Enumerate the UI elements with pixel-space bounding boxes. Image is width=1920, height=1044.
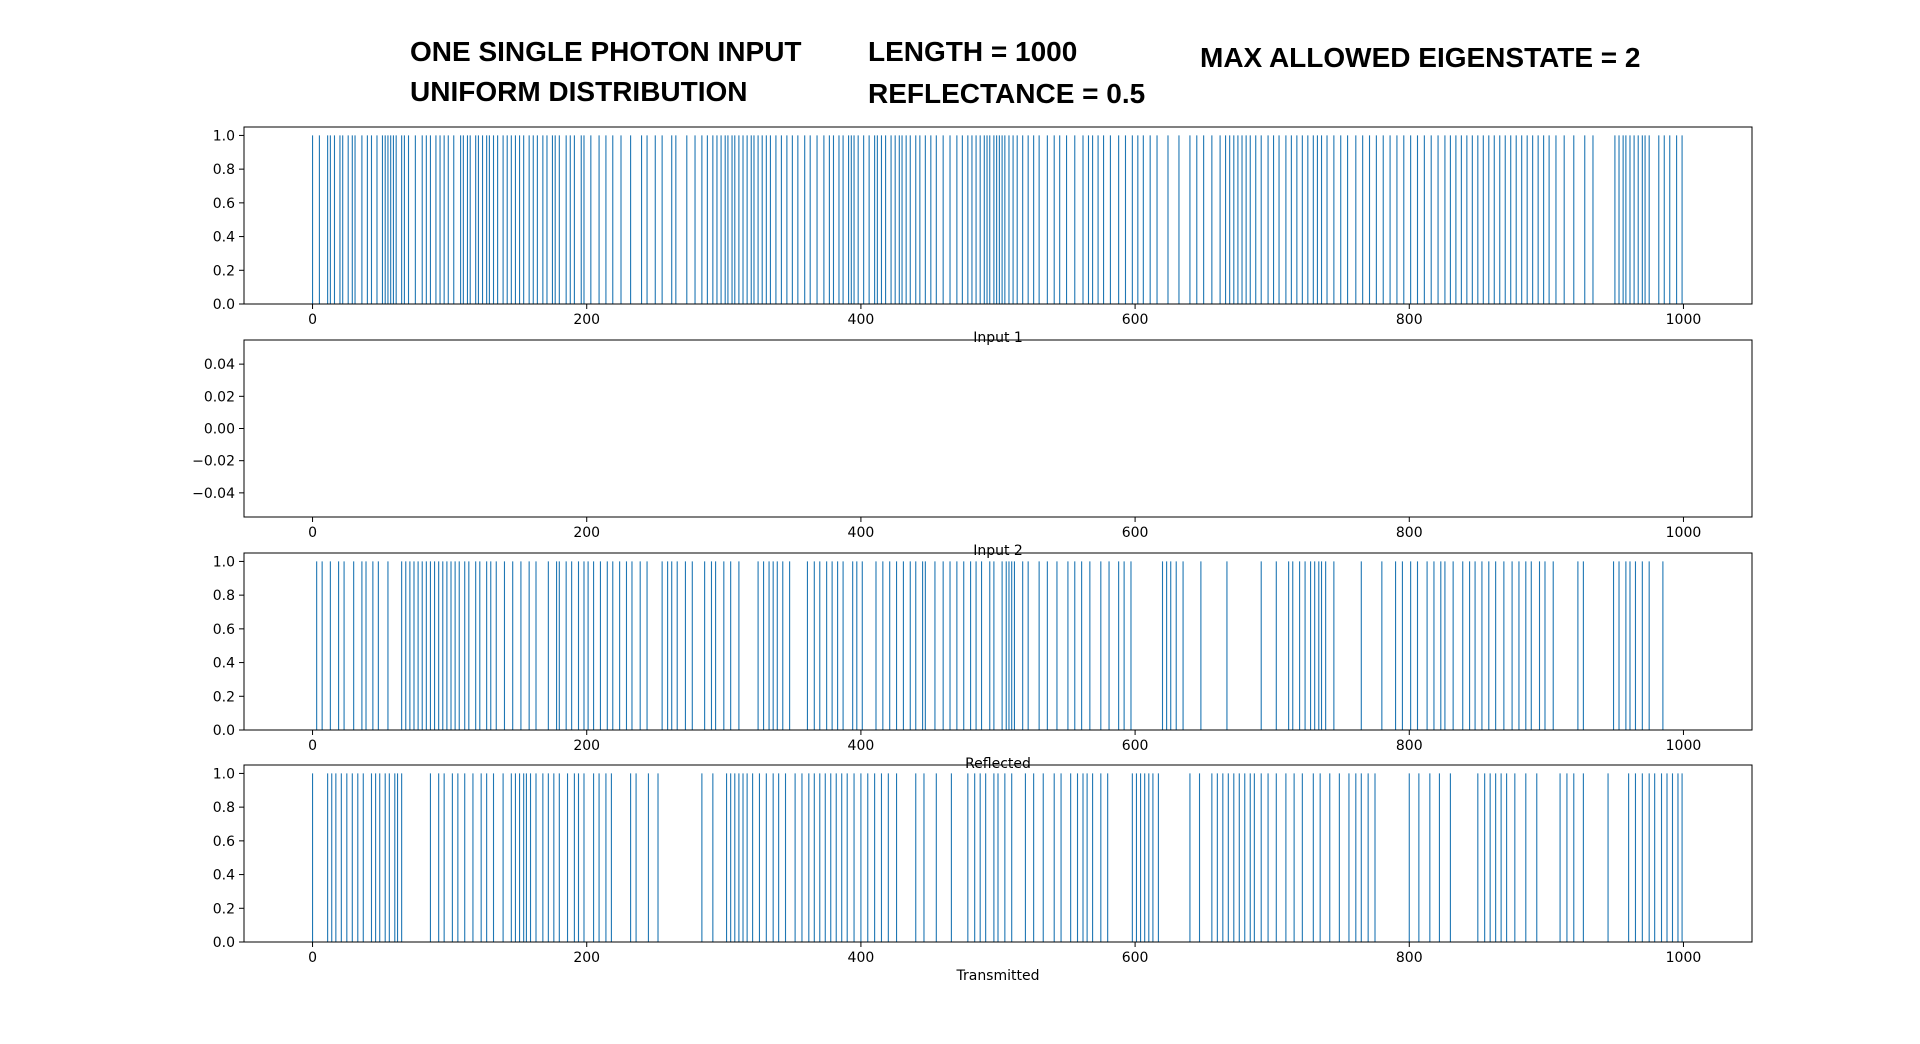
x-tick-label: 0: [308, 950, 317, 966]
x-tick-label: 800: [1396, 950, 1423, 966]
y-tick-label: 0.8: [213, 800, 235, 816]
subplot-4: 0 200 400 600 800 1000 0.0 0.2 0.4 0.6 0.8 1.0 Trans…: [213, 764, 1753, 984]
y-tick-label: 0.8: [213, 162, 235, 178]
y-tick-label: 0.00: [204, 422, 235, 438]
y-tick-label: 1.0: [213, 766, 235, 782]
y-tick-label: 0.6: [213, 834, 235, 850]
plot-frame: [243, 552, 1753, 731]
plot-frame: [243, 339, 1753, 518]
y-tick-label: 0.0: [213, 723, 235, 739]
y-tick-label: 0.0: [213, 297, 235, 313]
plot-frame: [243, 126, 1753, 305]
x-axis-label: Input 1: [973, 330, 1023, 346]
x-tick-label: 400: [848, 738, 875, 754]
y-tick-label: 0.6: [213, 196, 235, 212]
title-line-1: ONE SINGLE PHOTON INPUT: [410, 36, 802, 67]
x-tick-label: 400: [848, 312, 875, 328]
x-tick-label: 600: [1122, 525, 1149, 541]
title-line-5: MAX ALLOWED EIGENSTATE = 2: [1200, 42, 1641, 73]
y-tick-label: 0.4: [213, 656, 235, 672]
y-tick-label: 1.0: [213, 128, 235, 144]
x-tick-label: 800: [1396, 525, 1423, 541]
x-axis-label: Input 2: [973, 543, 1023, 559]
x-tick-label: 1000: [1666, 525, 1702, 541]
y-tick-label: 0.02: [204, 389, 235, 405]
x-axis-label: Reflected: [965, 756, 1031, 772]
y-tick-label: 0.6: [213, 622, 235, 638]
y-tick-label: −0.04: [192, 486, 235, 502]
y-tick-label: 1.0: [213, 554, 235, 570]
x-tick-label: 400: [848, 950, 875, 966]
x-tick-label: 1000: [1666, 950, 1702, 966]
title-line-4: REFLECTANCE = 0.5: [868, 78, 1146, 109]
x-tick-label: 1000: [1666, 738, 1702, 754]
x-axis-label: Transmitted: [955, 968, 1039, 984]
plot-frame: [243, 764, 1753, 943]
y-tick-label: 0.0: [213, 935, 235, 951]
x-tick-label: 600: [1122, 312, 1149, 328]
y-tick-label: −0.02: [192, 454, 235, 470]
title-line-2: UNIFORM DISTRIBUTION: [410, 76, 748, 107]
x-tick-label: 800: [1396, 738, 1423, 754]
x-tick-label: 200: [573, 950, 600, 966]
x-tick-label: 600: [1122, 738, 1149, 754]
y-tick-label: 0.8: [213, 588, 235, 604]
x-tick-label: 200: [573, 738, 600, 754]
x-tick-label: 200: [573, 312, 600, 328]
y-tick-label: 0.2: [213, 901, 235, 917]
x-tick-label: 0: [308, 738, 317, 754]
subplot-3: 0 200 400 600 800 1000 0.0 0.2 0.4 0.6 0.8 1.0 Refle…: [213, 552, 1753, 772]
x-tick-label: 400: [848, 525, 875, 541]
y-tick-label: 0.04: [204, 357, 235, 373]
x-tick-label: 600: [1122, 950, 1149, 966]
x-tick-label: 200: [573, 525, 600, 541]
x-tick-label: 0: [308, 312, 317, 328]
subplot-2: 0 200 400 600 800 1000 −0.04 −0.02 0.00 0.02 0.04 I…: [192, 339, 1753, 559]
y-tick-label: 0.4: [213, 230, 235, 246]
title-line-3: LENGTH = 1000: [868, 36, 1078, 67]
y-tick-label: 0.4: [213, 868, 235, 884]
y-tick-label: 0.2: [213, 689, 235, 705]
subplot-1: 0 200 400 600 800 1000 0.0 0.2 0.4 0.6 0.8 1.0 Input…: [213, 126, 1753, 346]
x-tick-label: 800: [1396, 312, 1423, 328]
x-tick-label: 0: [308, 525, 317, 541]
y-tick-label: 0.2: [213, 263, 235, 279]
x-tick-label: 1000: [1666, 312, 1702, 328]
